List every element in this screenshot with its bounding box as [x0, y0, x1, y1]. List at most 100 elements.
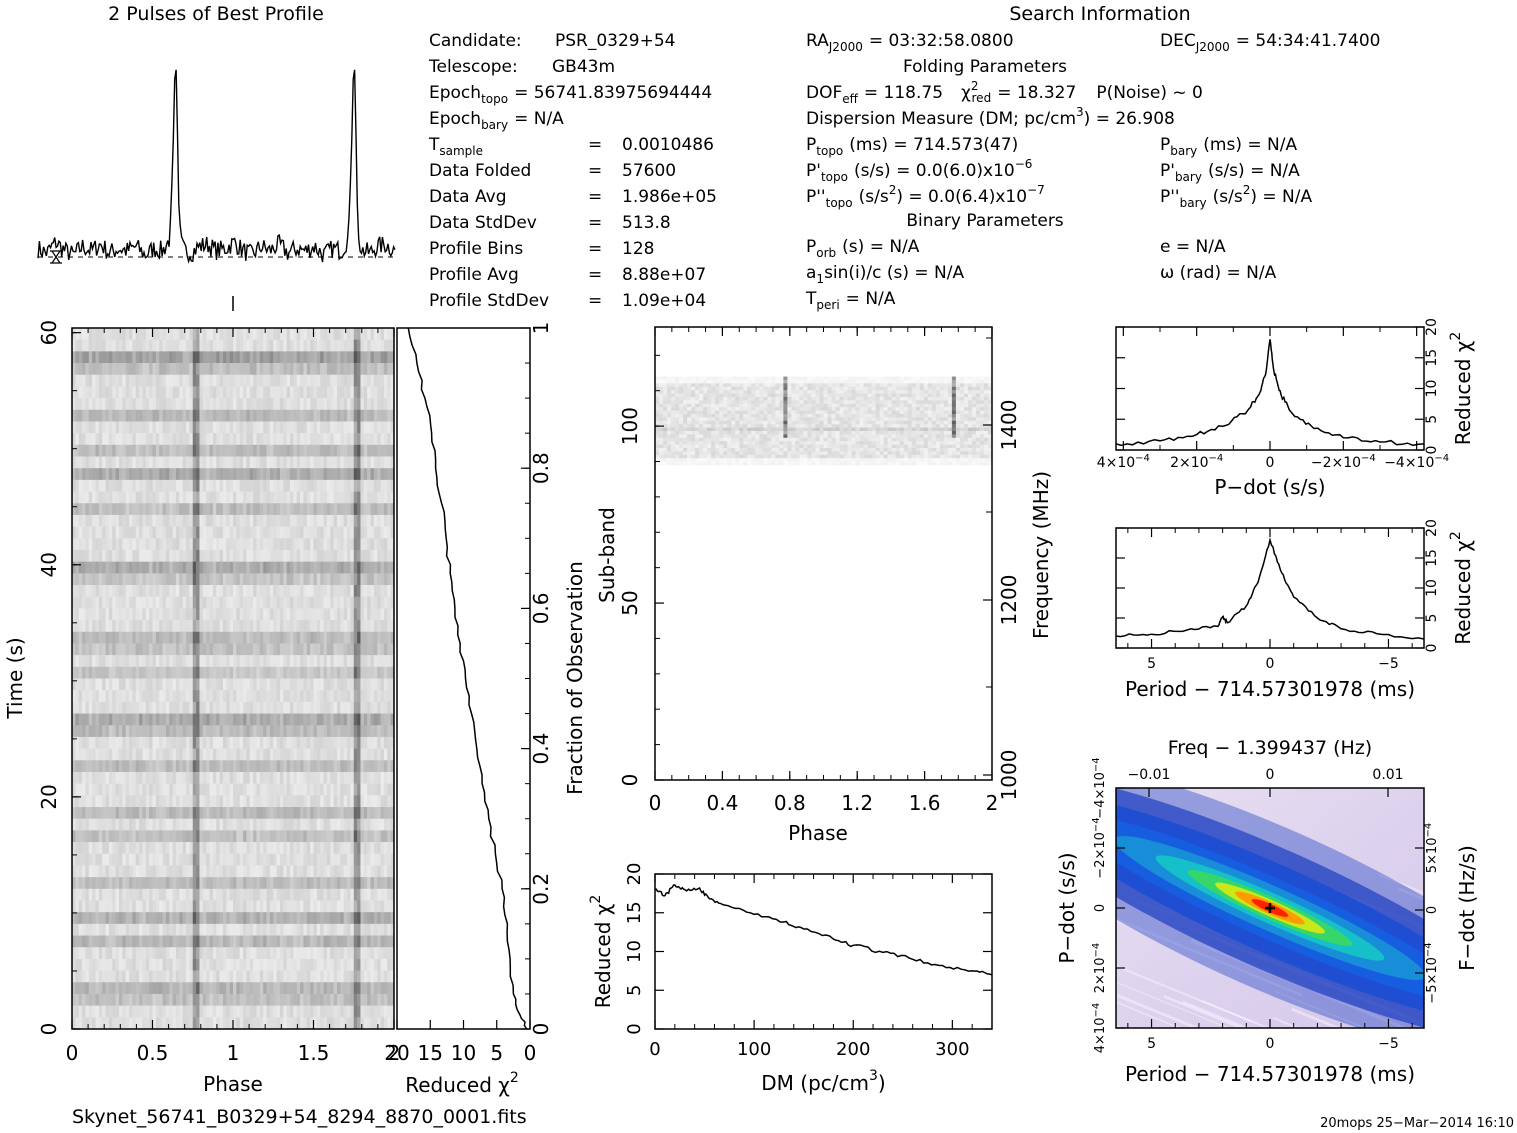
period_chi2-ytick: 5 — [1424, 614, 1440, 623]
chi-sup: 2 — [971, 79, 979, 93]
subband-xtick: 0 — [649, 791, 662, 815]
info-row-eq: = — [588, 239, 602, 259]
period-pdot-xtick: −5 — [1378, 1036, 1399, 1052]
pdot_chi2-xtick: 0 — [1266, 455, 1275, 471]
tperi-field: Tperi = N/A — [805, 289, 896, 312]
subband-phase-plot: 0 0.4 0.8 1.2 1.6 2 0 50 100 1000 1200 1400 Phase Sub… — [595, 326, 1053, 845]
dm_chi2-ylabel: Reduced χ2 — [588, 895, 615, 1009]
time-chi2-ytick: 0.2 — [529, 873, 553, 905]
ecc-value: e = N/A — [1160, 237, 1226, 257]
pdot_chi2-xtick: −4×10−4 — [1384, 453, 1449, 471]
footer-stamp: 20mops 25−Mar−2014 16:10 — [1320, 1116, 1514, 1131]
period-pdot-ytick-text: −2×10 — [1093, 832, 1108, 879]
ra-value: = 03:32:58.0800 — [869, 31, 1014, 51]
info-row-eq: = — [588, 161, 602, 181]
period_chi2-xtick-text: −5 — [1378, 656, 1399, 672]
pbary-field: Pbary (ms) = N/A — [1160, 135, 1297, 158]
time-phase-ytick: 60 — [37, 320, 61, 345]
tperi-value: = N/A — [846, 289, 896, 309]
pdot_chi2-xlabel-text: P−dot (s/s) — [1214, 475, 1325, 499]
info-row-label-text: Data StdDev — [429, 213, 537, 233]
subband-y2tick: 1400 — [997, 400, 1021, 451]
subband-xtick: 0.8 — [774, 791, 806, 815]
info-row-label: Data Folded — [429, 161, 531, 181]
dof-sub: eff — [842, 92, 858, 106]
pdot_chi2-xtick: −2×10−4 — [1311, 453, 1376, 471]
time-chi2-xtick: 10 — [451, 1041, 476, 1065]
a1-field: a1sin(i)/c (s) = N/A — [806, 263, 965, 286]
ra-sub: J2000 — [828, 40, 863, 54]
pdot_chi2-line — [1115, 339, 1425, 447]
profile-line — [37, 69, 396, 264]
subband-xlabel: Phase — [788, 821, 848, 845]
epoch-bary-value: = N/A — [514, 109, 564, 129]
time-chi2-ytick: 0.6 — [529, 592, 553, 624]
period_chi2-line — [1115, 537, 1425, 640]
omega-value: ω (rad) = N/A — [1160, 263, 1277, 283]
info-row-label-text: Profile Avg — [429, 265, 519, 285]
pddbary-field: P''bary (s/s2) = N/A — [1160, 183, 1312, 210]
candidate-value: PSR_0329+54 — [555, 31, 676, 51]
info-row-sub: sample — [439, 144, 483, 158]
info-row-label: Profile Bins — [429, 239, 523, 259]
time-chi2-ytick: 0.4 — [529, 733, 553, 765]
subband-xtick: 2 — [986, 791, 999, 815]
pdot_chi2-xtick-text: 4×10 — [1097, 455, 1135, 471]
pdot_chi2-xtick-exp: −4 — [1434, 453, 1449, 464]
epoch-topo-label: Epoch — [429, 83, 481, 103]
pdot_chi2-ylabel: Reduced χ2 — [1448, 332, 1475, 446]
subband-xtick: 0.4 — [706, 791, 738, 815]
porb-value: (s) = N/A — [842, 237, 920, 257]
pdot_chi2-xtick: 2×10−4 — [1170, 453, 1223, 471]
info-row-value: 57600 — [622, 161, 676, 181]
dm_chi2-ytick: 5 — [624, 985, 645, 996]
dm_chi2-xtick: 300 — [935, 1039, 969, 1060]
info-row-label-text: Data Folded — [429, 161, 531, 181]
pddtopo-sub: topo — [826, 196, 853, 210]
folding-title: Folding Parameters — [903, 57, 1067, 77]
period-pdot-toptick: −0.01 — [1128, 767, 1171, 783]
dm_chi2-frame — [654, 873, 993, 1030]
dm-label: Dispersion Measure (DM; pc/cm — [806, 109, 1076, 129]
tperi-label: T — [805, 289, 817, 309]
a1-value: sin(i)/c (s) = N/A — [824, 263, 964, 283]
subband-y2tick: 1000 — [997, 750, 1021, 801]
info-row-value: 1.986e+05 — [622, 187, 717, 207]
period-pdot-ytick-exp: −4 — [1091, 817, 1102, 832]
info-row-eq: = — [588, 291, 602, 311]
dm_chi2-xtick-text: 200 — [836, 1039, 870, 1060]
pdtopo-label: P' — [806, 161, 821, 181]
dec-value: = 54:34:41.7400 — [1236, 31, 1381, 51]
subband-y2tick: 1200 — [997, 575, 1021, 626]
period-pdot-y2tick-text: −5×10 — [1425, 957, 1440, 1004]
time-phase-xlabel: Phase — [203, 1072, 263, 1096]
dm_chi2-ylabel-sup: 2 — [588, 895, 604, 904]
time-chi2-ytick: 1 — [529, 322, 553, 335]
info-row-eq: = — [588, 187, 602, 207]
pdot_chi2-xtick-text: 2×10 — [1170, 455, 1208, 471]
period_chi2-ylabel: Reduced χ2 — [1448, 531, 1475, 645]
pddbary-value: ) = N/A — [1250, 187, 1312, 207]
chi-sub: red — [972, 91, 992, 105]
time-chi2-xlabel-sup: 2 — [510, 1070, 519, 1086]
time-phase-xtick: 2 — [388, 1041, 401, 1065]
epoch-topo-value: = 56741.83975694444 — [514, 83, 712, 103]
period_chi2-ytick: 20 — [1424, 519, 1440, 537]
dm_chi2-ylabel-text: Reduced χ — [591, 904, 615, 1009]
ptopo-value: (ms) = 714.573(47) — [849, 135, 1018, 155]
time-phase-heatmap — [72, 328, 395, 1030]
candidate-label: Candidate: — [429, 31, 522, 51]
dm-sup: 3 — [1076, 105, 1084, 119]
porb-sub: orb — [816, 246, 836, 260]
time-chi2-frame — [396, 327, 531, 1030]
period-pdot-ylabel: P−dot (s/s) — [1055, 852, 1079, 963]
a1-label: a — [806, 263, 816, 283]
dm_chi2-ytick: 20 — [624, 863, 645, 886]
period-pdot-ytick-exp: −4 — [1091, 943, 1102, 958]
telescope-value: GB43m — [552, 57, 615, 77]
time-chi2-xtick: 15 — [418, 1041, 443, 1065]
chi-label: χ — [961, 83, 971, 103]
dm_chi2-xlabel-text: DM (pc/cm — [761, 1071, 869, 1095]
info-row-label: Data StdDev — [429, 213, 537, 233]
